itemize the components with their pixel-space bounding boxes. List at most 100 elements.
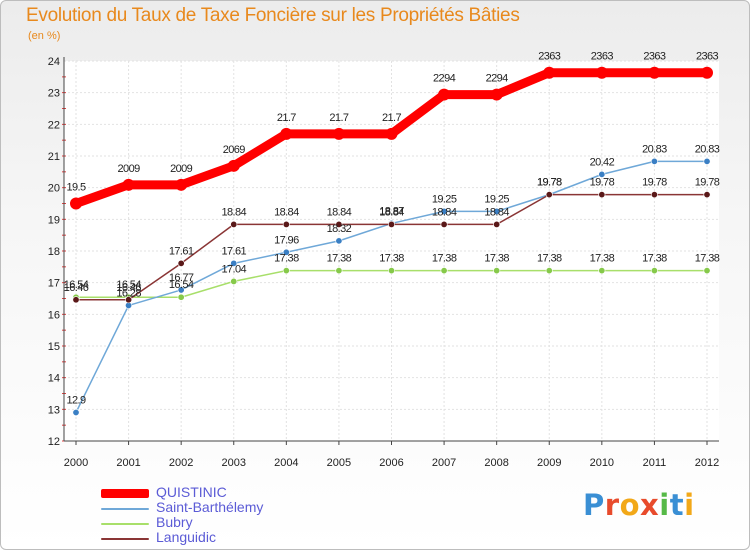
data-point — [177, 286, 185, 294]
legend-label: Languidic — [156, 529, 216, 545]
data-point — [440, 207, 448, 215]
data-label: 19.5 — [66, 182, 85, 194]
data-label: 16.54 — [169, 279, 194, 291]
legend-label: QUISTINIC — [156, 484, 227, 500]
x-tick-label: 2010 — [590, 457, 614, 469]
data-point — [545, 267, 553, 275]
data-label: 19.78 — [695, 177, 720, 189]
data-point — [122, 178, 135, 191]
data-label: 20.42 — [590, 156, 615, 168]
data-point — [387, 220, 395, 228]
y-tick-label: 20 — [48, 183, 60, 195]
data-point — [703, 157, 711, 165]
legend-label: Saint-Barthélemy — [156, 499, 264, 515]
data-point — [595, 66, 608, 79]
x-tick-label: 2007 — [432, 457, 456, 469]
x-tick-label: 2008 — [484, 457, 508, 469]
data-label: 17.38 — [537, 253, 562, 265]
data-label: 18.87 — [379, 205, 404, 217]
data-label: 16.54 — [116, 279, 141, 291]
data-label: 17.38 — [274, 253, 299, 265]
data-label: 17.38 — [432, 253, 457, 265]
data-label: 17.96 — [274, 234, 299, 246]
chart-title: Evolution du Taux de Taxe Foncière sur l… — [26, 5, 520, 26]
data-point — [438, 88, 451, 101]
data-label: 20.83 — [642, 143, 667, 155]
data-label: 17.38 — [484, 253, 509, 265]
data-point — [175, 178, 188, 191]
data-point — [177, 293, 185, 301]
x-tick-label: 2009 — [537, 457, 561, 469]
y-tick-label: 22 — [48, 119, 60, 131]
y-tick-label: 17 — [48, 278, 60, 290]
data-point — [70, 197, 82, 210]
data-point — [177, 259, 185, 267]
data-label: 19.78 — [537, 177, 562, 189]
data-point — [648, 66, 661, 79]
data-label: 17.38 — [642, 253, 667, 265]
data-label: 2069 — [223, 144, 246, 156]
data-label: 18.84 — [274, 206, 299, 218]
x-tick-label: 2004 — [274, 457, 298, 469]
x-tick-label: 2012 — [695, 457, 719, 469]
data-point — [650, 157, 658, 165]
data-label: 17.38 — [379, 253, 404, 265]
data-point — [545, 191, 553, 199]
data-label: 19.78 — [537, 177, 562, 189]
data-point — [598, 267, 606, 275]
data-point — [385, 127, 398, 140]
data-point — [703, 267, 711, 275]
data-label: 20.83 — [695, 143, 720, 155]
data-label: 17.38 — [695, 253, 720, 265]
data-label: 21.7 — [277, 112, 296, 124]
data-label: 2009 — [118, 163, 141, 175]
data-point — [387, 267, 395, 275]
legend-item: Bubry — [101, 514, 341, 531]
y-tick-label: 16 — [48, 309, 60, 321]
y-tick-label: 23 — [48, 88, 60, 100]
legend-swatch — [101, 489, 149, 498]
data-label: 17.38 — [590, 253, 615, 265]
data-label: 17.61 — [221, 245, 246, 257]
data-label: 17.61 — [169, 245, 194, 257]
data-label: 18.84 — [327, 206, 352, 218]
x-tick-label: 2005 — [327, 457, 351, 469]
data-point — [493, 220, 501, 228]
y-tick-label: 18 — [48, 246, 60, 258]
data-point — [230, 220, 238, 228]
y-tick-label: 14 — [48, 373, 60, 385]
data-point — [650, 191, 658, 199]
data-label: 2363 — [538, 51, 561, 63]
y-tick-label: 12 — [48, 436, 60, 448]
data-point — [230, 259, 238, 267]
data-point — [332, 127, 345, 140]
data-label: 19.78 — [642, 177, 667, 189]
data-label: 16.77 — [169, 272, 194, 284]
data-point — [440, 267, 448, 275]
data-label: 16.46 — [116, 282, 141, 294]
x-tick-label: 2000 — [64, 457, 88, 469]
data-point — [335, 267, 343, 275]
data-point — [282, 220, 290, 228]
x-tick-label: 2003 — [222, 457, 246, 469]
legend-swatch — [101, 538, 149, 540]
y-tick-label: 21 — [48, 151, 60, 163]
y-tick-label: 15 — [48, 341, 60, 353]
data-point — [335, 220, 343, 228]
proxiti-logo: Proxiti — [583, 488, 695, 522]
data-label: 18.84 — [379, 206, 404, 218]
legend-swatch — [101, 508, 149, 510]
data-label: 16.46 — [64, 282, 89, 294]
data-point — [493, 207, 501, 215]
data-label: 12.9 — [66, 395, 85, 407]
data-point — [598, 170, 606, 178]
y-tick-label: 19 — [48, 214, 60, 226]
x-tick-label: 2006 — [379, 457, 403, 469]
data-label: 16.54 — [64, 279, 89, 291]
data-point — [72, 296, 80, 304]
data-label: 2363 — [643, 51, 666, 63]
data-point — [230, 277, 238, 285]
data-point — [650, 267, 658, 275]
legend-label: Bubry — [156, 514, 193, 530]
x-tick-label: 2001 — [116, 457, 140, 469]
